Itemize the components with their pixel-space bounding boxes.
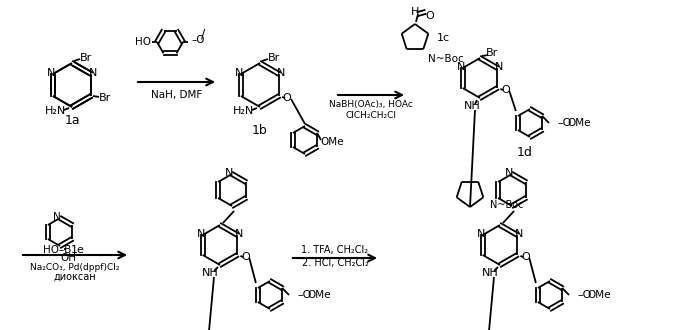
Text: NH: NH [202, 268, 218, 278]
Text: N: N [47, 68, 55, 78]
Text: NaBH(OAc)₃, HOAc: NaBH(OAc)₃, HOAc [329, 101, 413, 110]
Text: Br: Br [486, 48, 498, 58]
Text: OMe: OMe [587, 290, 611, 300]
Text: N~Boc: N~Boc [490, 200, 524, 210]
Text: N: N [53, 212, 61, 222]
Text: H₂N: H₂N [233, 106, 255, 116]
Text: 1b: 1b [252, 123, 268, 137]
Text: NH: NH [463, 101, 480, 111]
Text: 1d: 1d [517, 147, 533, 159]
Text: Br: Br [99, 93, 111, 103]
Text: диоксан: диоксан [54, 272, 96, 282]
Text: OMe: OMe [307, 290, 330, 300]
Text: N: N [225, 168, 233, 178]
Text: N: N [235, 68, 243, 78]
Text: NaH, DMF: NaH, DMF [151, 90, 202, 100]
Text: –O: –O [297, 290, 311, 300]
Text: Br: Br [268, 53, 280, 63]
Text: OH: OH [60, 253, 76, 263]
Text: N: N [456, 62, 465, 72]
Text: O: O [501, 85, 510, 95]
Text: N~Boc: N~Boc [429, 54, 464, 64]
Text: N: N [197, 229, 205, 239]
Text: NH: NH [482, 268, 498, 278]
Text: N: N [89, 68, 97, 78]
Text: OMe: OMe [320, 137, 343, 147]
Text: 1a: 1a [64, 114, 80, 126]
Text: –O: –O [577, 290, 591, 300]
Text: –O: –O [191, 35, 205, 45]
Text: OMe: OMe [567, 118, 591, 128]
Text: HO: HO [135, 37, 151, 47]
Text: 1e: 1e [71, 245, 85, 255]
Text: Br: Br [80, 53, 92, 63]
Text: N: N [477, 229, 485, 239]
Text: N: N [505, 168, 513, 178]
Text: 1. TFA, CH₂Cl₂: 1. TFA, CH₂Cl₂ [302, 245, 369, 255]
Text: /: / [201, 27, 205, 41]
Text: HO–B: HO–B [43, 245, 71, 255]
Text: –O: –O [557, 118, 572, 128]
Text: H₂N: H₂N [45, 106, 66, 116]
Text: O: O [412, 11, 434, 21]
Text: O: O [521, 252, 530, 262]
Text: 2. HCl, CH₂Cl₂: 2. HCl, CH₂Cl₂ [302, 258, 369, 268]
Text: 1c: 1c [436, 33, 450, 43]
Text: N: N [515, 229, 524, 239]
Text: Na₂CO₃, Pd(dppf)Cl₂: Na₂CO₃, Pd(dppf)Cl₂ [30, 262, 120, 272]
Text: ClCH₂CH₂Cl: ClCH₂CH₂Cl [346, 111, 396, 119]
Text: N: N [235, 229, 244, 239]
Text: O: O [283, 93, 292, 103]
Text: N: N [495, 62, 503, 72]
Text: H: H [411, 7, 419, 17]
Text: O: O [241, 252, 250, 262]
Text: N: N [277, 68, 285, 78]
